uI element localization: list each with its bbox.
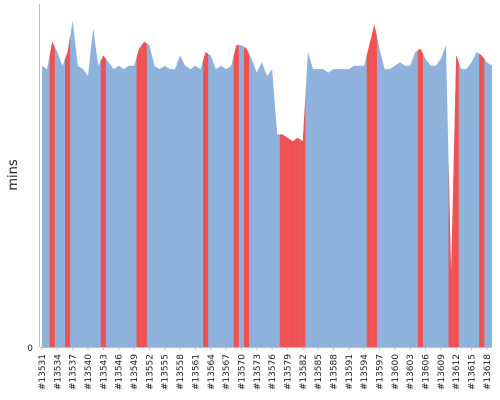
highlight-segment bbox=[243, 46, 250, 347]
x-tick-label: #13537 bbox=[69, 354, 79, 390]
x-tick-label: #13561 bbox=[191, 354, 201, 390]
x-tick-label: #13564 bbox=[207, 354, 217, 390]
x-tick-label: #13534 bbox=[53, 354, 63, 390]
x-tick-label: #13609 bbox=[437, 354, 447, 390]
x-tick-label: #13543 bbox=[99, 354, 109, 390]
highlight-segment bbox=[49, 41, 55, 347]
highlight-segment bbox=[136, 45, 142, 347]
x-axis-ticks: #13531 #13534 #13537 #13540 #13543 #13546 #135… bbox=[38, 347, 493, 390]
x-tick-label: #13600 bbox=[391, 354, 401, 390]
highlight-segment bbox=[284, 136, 291, 347]
x-tick-label: #13615 bbox=[468, 354, 478, 390]
x-tick-label: #13570 bbox=[237, 354, 247, 390]
x-tick-label: #13591 bbox=[345, 354, 355, 390]
highlight-segment bbox=[453, 55, 459, 347]
x-tick-label: #13546 bbox=[115, 354, 125, 390]
x-tick-label: #13573 bbox=[253, 354, 263, 390]
x-tick-label: #13582 bbox=[299, 354, 309, 390]
highlight-segment bbox=[300, 96, 306, 347]
x-tick-label: #13540 bbox=[84, 354, 94, 390]
highlight-segment bbox=[448, 160, 454, 347]
x-tick-label: #13594 bbox=[360, 354, 370, 390]
x-tick-label: #13555 bbox=[161, 354, 171, 390]
x-tick-label: #13618 bbox=[483, 354, 493, 390]
x-tick-label: #13579 bbox=[283, 354, 293, 390]
x-tick-label: #13558 bbox=[176, 354, 186, 390]
y-axis-title: mins bbox=[6, 159, 21, 191]
highlight-segment bbox=[366, 34, 372, 348]
area-series bbox=[42, 21, 492, 348]
x-tick-label: #13552 bbox=[145, 354, 155, 390]
highlight-segment bbox=[479, 53, 485, 348]
highlight-segment bbox=[233, 45, 239, 347]
x-tick-label: #13567 bbox=[222, 354, 232, 390]
highlight-segment bbox=[65, 36, 71, 347]
x-tick-label: #13606 bbox=[422, 354, 432, 390]
highlight-segment bbox=[141, 41, 147, 347]
x-tick-label: #13603 bbox=[406, 354, 416, 390]
highlight-segment bbox=[417, 48, 423, 348]
highlight-segment bbox=[371, 24, 377, 348]
x-tick-label: #13597 bbox=[376, 354, 386, 390]
x-tick-label: #13576 bbox=[268, 354, 278, 390]
x-tick-label: #13585 bbox=[314, 354, 324, 390]
x-tick-label: #13612 bbox=[452, 354, 462, 390]
highlight-segment bbox=[290, 139, 296, 347]
x-tick-label: #13531 bbox=[38, 354, 48, 390]
highlight-segment bbox=[295, 137, 301, 347]
x-tick-label: #13588 bbox=[329, 354, 339, 390]
highlight-segment bbox=[203, 52, 209, 348]
highlight-segment bbox=[100, 55, 106, 347]
highlight-segment bbox=[279, 134, 285, 347]
plot-area bbox=[42, 21, 492, 348]
x-tick-label: #13549 bbox=[130, 354, 140, 390]
y-tick-label-0: 0 bbox=[27, 344, 33, 354]
